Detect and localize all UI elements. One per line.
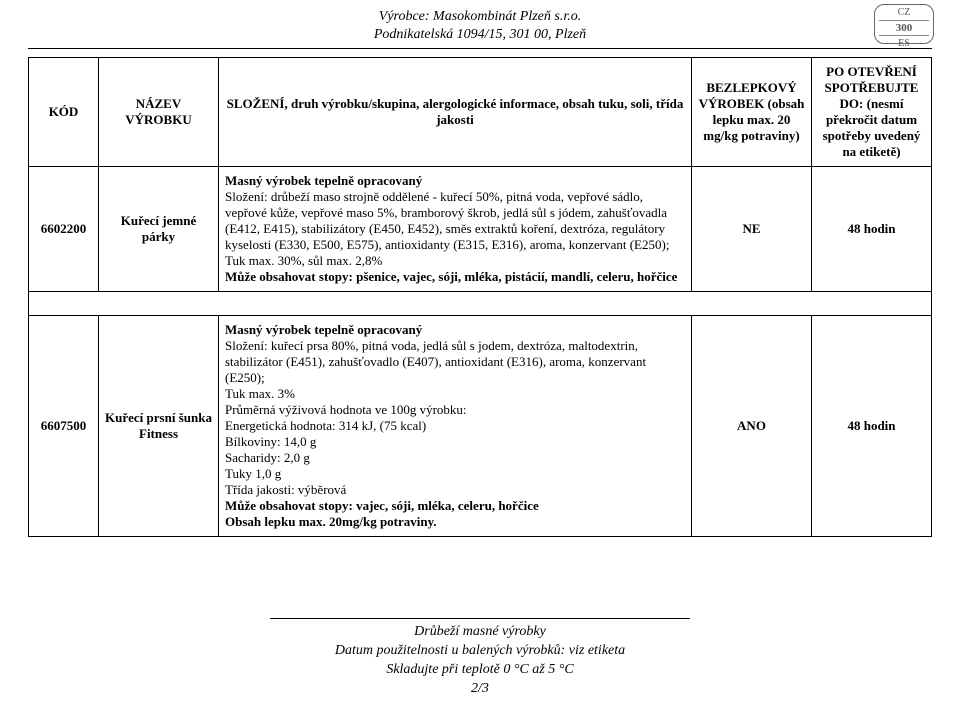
document-footer: Drůbeží masné výrobky Datum použitelnost…: [0, 618, 960, 699]
table-row: 6602200 Kuřecí jemné párky Masný výrobek…: [29, 167, 932, 292]
footer-page-number: 2/3: [0, 680, 960, 699]
table-body: 6602200 Kuřecí jemné párky Masný výrobek…: [29, 167, 932, 537]
stamp-country: CZ: [875, 7, 933, 18]
col-header-after-open: PO OTEVŘENÍ SPOTŘEBUJTE DO: (nesmí překr…: [812, 58, 932, 167]
stamp-number: 300: [879, 20, 929, 36]
footer-divider: [270, 618, 690, 619]
cell-after-open: 48 hodin: [812, 316, 932, 537]
cell-name: Kuřecí prsní šunka Fitness: [99, 316, 219, 537]
composition-title: Masný výrobek tepelně opracovaný: [225, 173, 685, 189]
table-header-row: KÓD NÁZEV VÝROBKU SLOŽENÍ, druh výrobku/…: [29, 58, 932, 167]
composition-trace: Může obsahovat stopy: pšenice, vajec, só…: [225, 269, 685, 285]
footer-storage-note: Skladujte při teplotě 0 °C až 5 °C: [0, 661, 960, 680]
address-line: Podnikatelská 1094/15, 301 00, Plzeň: [28, 26, 932, 44]
page: CZ 300 ES Výrobce: Masokombinát Plzeň s.…: [0, 0, 960, 711]
products-table: KÓD NÁZEV VÝROBKU SLOŽENÍ, druh výrobku/…: [28, 57, 932, 537]
manufacturer-line: Výrobce: Masokombinát Plzeň s.r.o.: [28, 8, 932, 26]
col-header-glutenfree: BEZLEPKOVÝ VÝROBEK (obsah lepku max. 20 …: [692, 58, 812, 167]
col-header-name: NÁZEV VÝROBKU: [99, 58, 219, 167]
footer-expiry-note: Datum použitelnosti u balených výrobků: …: [0, 642, 960, 661]
composition-title: Masný výrobek tepelně opracovaný: [225, 322, 685, 338]
cell-name: Kuřecí jemné párky: [99, 167, 219, 292]
inspection-stamp: CZ 300 ES: [874, 4, 934, 44]
col-header-kod: KÓD: [29, 58, 99, 167]
table-row: 6607500 Kuřecí prsní šunka Fitness Masný…: [29, 316, 932, 537]
cell-kod: 6607500: [29, 316, 99, 537]
cell-glutenfree: NE: [692, 167, 812, 292]
composition-body: Složení: kuřecí prsa 80%, pitná voda, je…: [225, 338, 685, 498]
col-header-composition: SLOŽENÍ, druh výrobku/skupina, alergolog…: [219, 58, 692, 167]
header-divider: [28, 48, 932, 49]
cell-kod: 6602200: [29, 167, 99, 292]
cell-composition: Masný výrobek tepelně opracovaný Složení…: [219, 316, 692, 537]
cell-glutenfree: ANO: [692, 316, 812, 537]
document-header: Výrobce: Masokombinát Plzeň s.r.o. Podni…: [28, 8, 932, 44]
stamp-region: ES: [875, 38, 933, 49]
cell-after-open: 48 hodin: [812, 167, 932, 292]
composition-body: Složení: drůbeží maso strojně oddělené -…: [225, 189, 685, 269]
cell-composition: Masný výrobek tepelně opracovaný Složení…: [219, 167, 692, 292]
composition-trace: Může obsahovat stopy: vajec, sóji, mléka…: [225, 498, 685, 530]
spacer-row: [29, 292, 932, 316]
footer-category: Drůbeží masné výrobky: [0, 623, 960, 642]
